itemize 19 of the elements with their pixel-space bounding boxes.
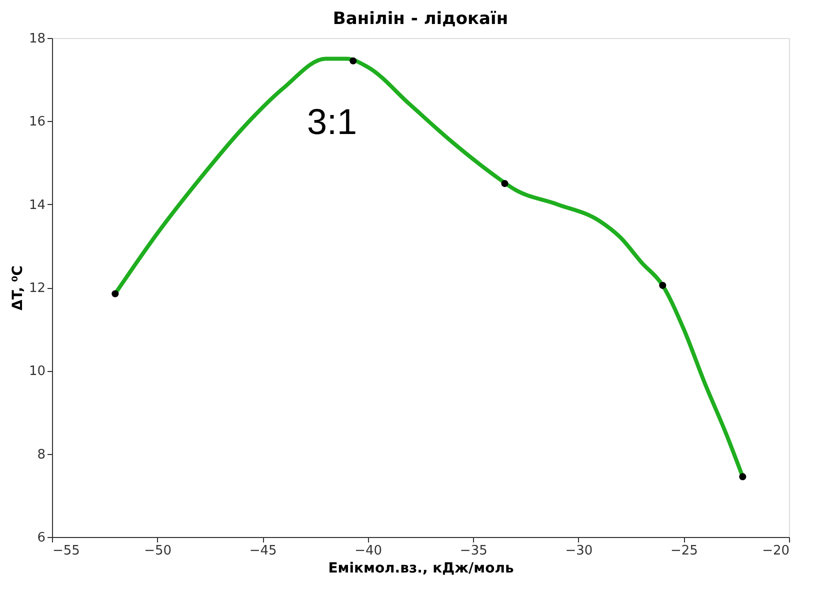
x-axis-title: Eмікмол.вз., кДж/моль	[328, 560, 514, 576]
x-tick-label: −25	[670, 544, 698, 558]
y-tick-label: 6	[37, 530, 46, 546]
chart-title: Ванілін - лідокаїн	[332, 9, 508, 29]
y-tick-label: 12	[28, 281, 46, 296]
y-tick-label: 16	[28, 114, 46, 130]
x-tick-label: −35	[460, 544, 488, 558]
x-tick-label: −30	[565, 544, 593, 558]
y-tick-label: 14	[28, 198, 46, 213]
y-tick-label: 8	[37, 447, 46, 462]
y-axis-title: ΔT, ⁰C	[10, 266, 26, 310]
y-tick-label: 10	[28, 364, 46, 380]
y-tick-label: 18	[28, 32, 46, 46]
x-tick-label: −40	[354, 544, 382, 558]
annotation: 3:1	[306, 101, 358, 142]
x-tick-label: −45	[249, 544, 277, 558]
x-tick-label: −55	[52, 544, 80, 558]
x-tick-label: −20	[762, 544, 790, 558]
x-tick-label: −50	[144, 544, 172, 558]
